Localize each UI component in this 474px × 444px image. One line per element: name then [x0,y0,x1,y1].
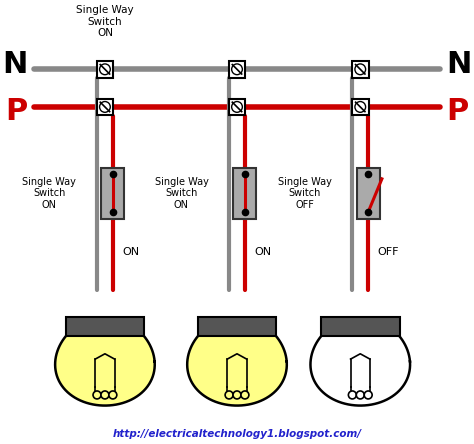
Text: OFF: OFF [378,247,400,258]
Circle shape [233,391,241,399]
Text: Single Way
Switch
ON: Single Way Switch ON [22,177,76,210]
Polygon shape [187,317,287,405]
Bar [234,168,256,219]
Circle shape [232,102,242,112]
Circle shape [109,391,117,399]
Bar [101,168,124,219]
Circle shape [241,391,249,399]
Bar [228,99,246,115]
Text: P: P [6,97,28,126]
Circle shape [348,391,356,399]
Bar [228,61,246,78]
Text: Single Way
Switch
OFF: Single Way Switch OFF [278,177,332,210]
Text: N: N [446,50,472,79]
Bar [97,99,113,115]
Bar [352,99,369,115]
Circle shape [232,64,242,75]
Circle shape [355,64,365,75]
Bar [357,168,380,219]
Bar [352,61,369,78]
Bar [97,61,113,78]
Text: ON: ON [123,247,140,258]
Text: P: P [446,97,468,126]
Circle shape [101,391,109,399]
Text: http://electricaltechnology1.blogspot.com/: http://electricaltechnology1.blogspot.co… [112,429,362,439]
Circle shape [93,391,101,399]
Text: N: N [2,50,28,79]
Polygon shape [310,317,410,405]
Bar [65,317,144,336]
Circle shape [100,64,110,75]
Polygon shape [55,317,155,405]
Circle shape [356,391,364,399]
Circle shape [364,391,372,399]
Text: Single Way
Switch
ON: Single Way Switch ON [155,177,209,210]
Bar [198,317,276,336]
Text: ON: ON [255,247,272,258]
Circle shape [355,102,365,112]
Circle shape [100,102,110,112]
Text: Single Way
Switch
ON: Single Way Switch ON [76,5,134,38]
Circle shape [225,391,233,399]
Bar [321,317,400,336]
